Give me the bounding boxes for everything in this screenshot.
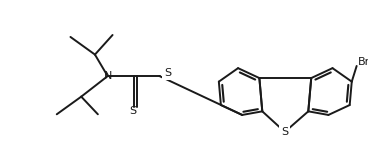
Text: S: S [281,127,289,137]
Text: Br: Br [357,57,368,67]
Text: S: S [130,106,137,116]
Text: N: N [103,71,112,81]
Text: S: S [164,68,171,78]
